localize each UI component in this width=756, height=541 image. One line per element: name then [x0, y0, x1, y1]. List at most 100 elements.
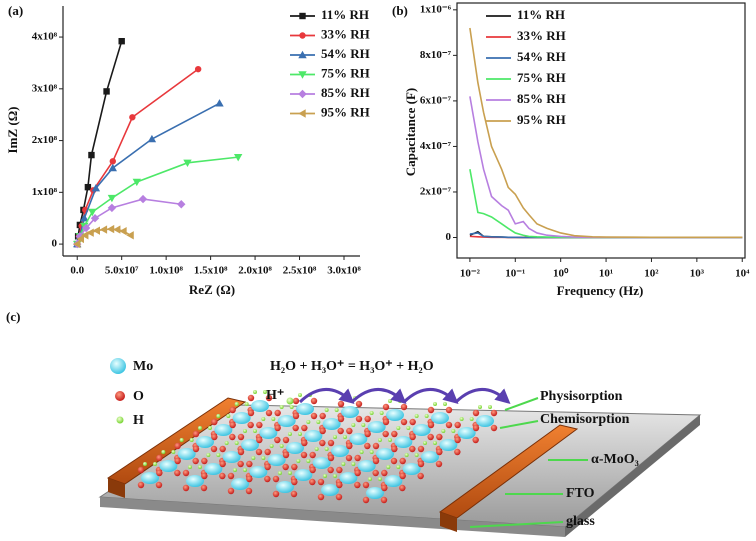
h-atom: [433, 402, 437, 406]
o-atom: [210, 445, 218, 453]
mo-atom: [322, 418, 341, 430]
h-atom: [263, 390, 267, 394]
layer-label: Physisorption: [540, 389, 623, 404]
data-point: [299, 32, 306, 39]
h-atom: [234, 402, 239, 406]
o-atom: [237, 460, 244, 468]
o-atom: [291, 463, 298, 471]
y-tick-label: 6x10⁻⁷: [420, 94, 452, 106]
hop-arrow: [402, 388, 459, 404]
o-atom: [391, 445, 398, 453]
o-atom: [472, 409, 480, 417]
y-tick-label: 0: [52, 238, 58, 250]
o-atom: [192, 445, 200, 453]
x-tick-label: 1.5x10⁸: [194, 265, 228, 277]
h-atom: [288, 471, 292, 475]
o-atom: [417, 460, 425, 468]
h-atom: [423, 441, 427, 445]
h-atom: [306, 459, 311, 463]
chart: (a) ImZ (Ω) ReZ (Ω) 0 1x10⁸ 2x10⁸ 3x10⁸ 4x10⁸ 0.…: [5, 3, 370, 297]
o-atom: [201, 457, 208, 465]
legend-label: 33% RH: [321, 26, 370, 41]
h-atom: [288, 432, 292, 436]
o-atom: [292, 412, 300, 420]
mo-atom: [394, 436, 413, 448]
h-atom: [388, 399, 392, 403]
mo-atom: [267, 454, 286, 466]
o-atom: [264, 448, 271, 456]
mo-atom: [402, 463, 421, 475]
mo-atom: [177, 448, 196, 460]
h-atom: [179, 438, 184, 442]
o-atom: [445, 421, 453, 429]
y-tick-label: 2x10⁸: [32, 134, 58, 146]
o-atom: [300, 451, 308, 459]
h-atom: [316, 420, 321, 424]
o-atom: [309, 451, 316, 459]
h-atom: [433, 441, 437, 445]
o-atom: [274, 436, 281, 444]
mo-atom: [294, 469, 313, 481]
h-atom: [216, 414, 221, 418]
legend-label: Mo: [133, 359, 153, 374]
o-atom: [219, 472, 226, 480]
o-atom: [174, 442, 181, 450]
mo-atom: [421, 451, 439, 463]
x-tick-label: 5.0x10⁷: [105, 265, 139, 277]
o-atom: [364, 430, 371, 438]
y-tick-label: 0: [446, 231, 452, 243]
o-atom: [317, 493, 325, 501]
h-atom: [478, 405, 482, 409]
o-atom: [472, 436, 479, 444]
h-atom: [269, 444, 274, 448]
o-atom: [327, 454, 335, 462]
o-atom: [264, 475, 271, 483]
h-atom: [253, 429, 257, 433]
h-atom: [188, 465, 192, 469]
proton-icon: [286, 397, 294, 405]
h-atom: [234, 441, 239, 445]
o-atom: [309, 478, 316, 486]
mo-atom: [384, 475, 403, 487]
h-atom: [378, 477, 382, 481]
y-tick-label: 4x10⁸: [32, 31, 58, 43]
o-atom: [192, 457, 199, 465]
o-atom: [247, 409, 255, 417]
o-atom: [346, 427, 353, 435]
h-atom: [171, 450, 176, 454]
h-atom: [324, 408, 329, 412]
h-atom: [206, 453, 211, 457]
data-point: [132, 178, 142, 187]
data-point: [76, 234, 84, 244]
data-point: [194, 65, 202, 73]
h-atom: [333, 474, 337, 478]
o-atom: [292, 424, 299, 432]
h-atom: [324, 447, 329, 451]
o-atom: [327, 466, 334, 474]
o-atom: [399, 457, 406, 465]
o-icon: [115, 391, 125, 401]
h-atom: [343, 435, 347, 439]
data-point: [183, 159, 192, 168]
o-atom: [292, 397, 300, 405]
legend-label: 54% RH: [517, 49, 566, 64]
h-atom: [359, 450, 364, 454]
proton-label: H⁺: [266, 388, 284, 403]
o-atom: [427, 433, 434, 441]
o-atom: [174, 469, 181, 477]
legend-label: O: [133, 389, 144, 404]
series-line: [76, 198, 182, 245]
legend-label: 75% RH: [321, 65, 370, 80]
h-atom: [279, 444, 284, 448]
o-atom: [272, 475, 280, 483]
o-atom: [182, 484, 190, 492]
o-atom: [435, 460, 443, 468]
diagram: (c) Mo O H H₂O + H₃O⁺ = H₃O⁺ + H₂O H⁺: [6, 309, 702, 537]
o-atom: [182, 469, 190, 477]
o-atom: [137, 466, 145, 474]
layer-label: α-MoO₃: [591, 452, 639, 467]
o-atom: [354, 469, 361, 477]
h-atom: [253, 390, 257, 394]
panel-label: (b): [392, 3, 408, 18]
